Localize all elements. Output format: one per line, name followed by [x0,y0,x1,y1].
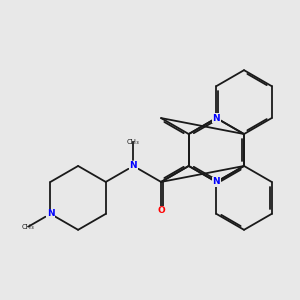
Text: N: N [213,177,220,186]
Text: N: N [130,161,137,170]
Text: O: O [157,206,165,215]
Text: CH₃: CH₃ [22,224,35,230]
Text: CH₃: CH₃ [127,139,140,145]
Text: N: N [213,114,220,123]
Text: N: N [46,209,54,218]
